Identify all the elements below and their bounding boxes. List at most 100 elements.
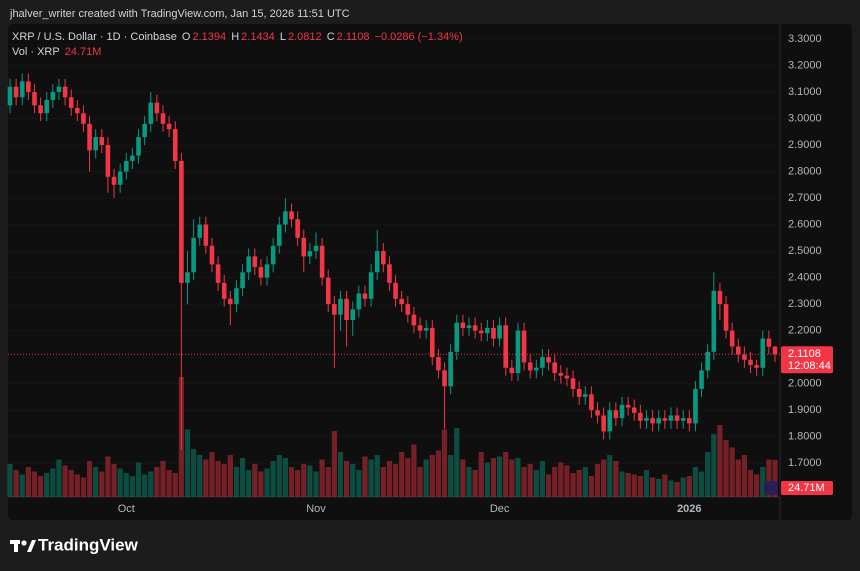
- candle-body: [381, 251, 386, 265]
- volume-bar: [197, 455, 203, 497]
- candle-body: [362, 293, 368, 299]
- candle-body: [191, 237, 196, 273]
- volume-bar: [380, 467, 386, 497]
- candle-body: [56, 86, 62, 93]
- candle-body: [417, 325, 423, 331]
- volume-bar: [135, 462, 142, 497]
- volume-bar: [264, 468, 270, 497]
- volume-bar: [31, 471, 38, 497]
- volume-bar: [7, 464, 13, 497]
- volume-bar: [142, 474, 148, 497]
- c-value: 2.1108: [336, 31, 370, 43]
- x-tick-label: Oct: [118, 503, 135, 515]
- candle-body: [374, 251, 380, 273]
- candle-body: [7, 86, 13, 106]
- c-letter: C: [326, 31, 335, 43]
- volume-bar: [515, 458, 521, 497]
- volume-bar: [527, 464, 533, 497]
- volume-bar: [319, 459, 325, 497]
- candle-body: [228, 298, 233, 305]
- candle-body: [221, 282, 227, 299]
- volume-bar: [344, 461, 350, 497]
- candle-body: [668, 415, 674, 421]
- legend: XRP / U.S. Dollar · 1D · Coinbase O 2.139…: [12, 31, 465, 43]
- y-tick-label: 2.7000: [788, 192, 822, 204]
- volume-bar: [735, 459, 741, 497]
- change: −0.0286 (−1.34%): [374, 31, 463, 43]
- candle-body: [111, 176, 117, 185]
- volume-bar: [123, 473, 129, 497]
- candle-body: [717, 290, 723, 305]
- candle-body: [405, 304, 411, 315]
- volume-bar: [747, 470, 754, 497]
- volume-bar: [582, 467, 588, 497]
- y-tick-label: 2.4000: [788, 272, 822, 284]
- candle-body: [619, 404, 625, 419]
- candle-body: [44, 99, 50, 114]
- candle-body: [93, 137, 98, 151]
- volume-bar: [258, 471, 264, 497]
- volume-bar: [44, 473, 50, 497]
- candle-body: [638, 412, 643, 421]
- candle-body: [81, 113, 86, 124]
- candle-body: [687, 418, 692, 424]
- volume-bar: [399, 452, 405, 497]
- candle-body: [154, 102, 160, 114]
- l-value: 2.0812: [288, 31, 322, 43]
- y-tick-label: 1.7000: [788, 457, 822, 469]
- candle-body: [576, 388, 582, 397]
- candle-body: [399, 298, 404, 305]
- volume-bar: [129, 476, 135, 497]
- volume-bar: [637, 476, 643, 497]
- volume-bar: [411, 444, 417, 497]
- candle-body: [13, 86, 19, 98]
- candle-body: [215, 264, 221, 283]
- y-tick-label: 1.9000: [788, 404, 822, 416]
- candle-body: [442, 370, 447, 387]
- candle-body: [197, 224, 203, 238]
- candle-body: [448, 351, 453, 387]
- candle-body: [570, 378, 576, 389]
- candle-body: [423, 327, 429, 331]
- volume-bar: [239, 458, 246, 497]
- candle-body: [772, 346, 778, 355]
- countdown: 12:08:44: [788, 360, 831, 372]
- candle-body: [497, 325, 502, 339]
- y-tick-label: 2.5000: [788, 245, 822, 257]
- candle-body: [87, 123, 92, 151]
- candle-body: [38, 105, 43, 114]
- candle-body: [136, 137, 141, 156]
- candle-body: [491, 327, 496, 339]
- volume-bar: [503, 452, 509, 497]
- volume-bar: [631, 474, 637, 497]
- volume-bar: [68, 470, 74, 497]
- candle-body: [472, 325, 478, 331]
- candle-body: [723, 304, 729, 331]
- volume-bar: [276, 455, 282, 497]
- y-tick-label: 1.8000: [788, 431, 822, 443]
- candle-body: [735, 346, 741, 355]
- candle-body: [466, 325, 472, 328]
- symbol: XRP / U.S. Dollar · 1D · Coinbase: [12, 31, 177, 43]
- candle-body: [766, 338, 772, 347]
- candle-body: [350, 309, 356, 321]
- volume-bar: [86, 461, 93, 497]
- volume-bars: [7, 377, 778, 497]
- volume-bar: [650, 477, 656, 497]
- volume-bar: [105, 456, 111, 497]
- o-value: 2.1394: [192, 31, 227, 43]
- volume-bar: [533, 470, 539, 497]
- volume-bar: [25, 467, 31, 497]
- y-tick-label: 3.3000: [788, 33, 822, 45]
- candle-body: [179, 160, 184, 283]
- tool-icon[interactable]: [764, 481, 778, 495]
- volume-bar: [521, 467, 527, 497]
- volume-bar: [405, 458, 411, 497]
- volume-bar: [435, 450, 441, 497]
- volume-bar: [545, 474, 552, 497]
- candle-body: [319, 245, 325, 278]
- candle-body: [478, 330, 484, 334]
- volume-bar: [564, 465, 570, 497]
